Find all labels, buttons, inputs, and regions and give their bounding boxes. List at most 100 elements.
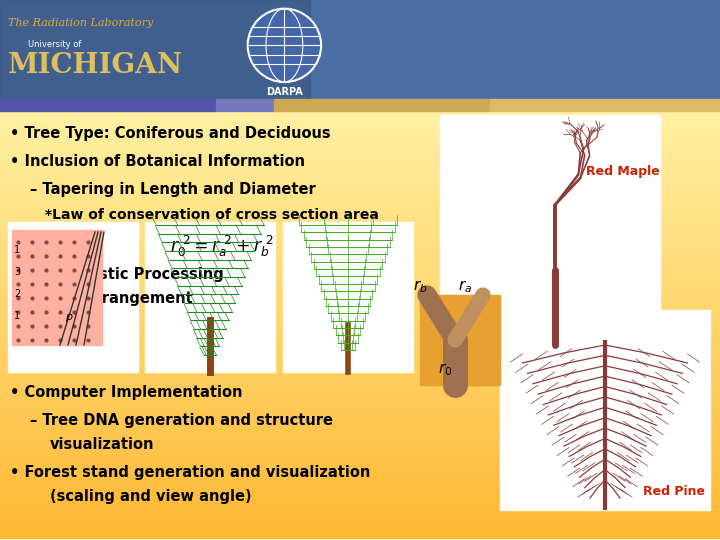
Bar [0,193,720,194]
Bar [0,103,720,104]
Bar [0,194,720,196]
Text: – Tapering in Length and Diameter: – Tapering in Length and Diameter [30,182,316,197]
Bar [0,86,720,88]
Bar [0,293,720,295]
Bar [0,112,720,113]
Bar [0,225,720,227]
Bar [0,349,720,351]
Bar [0,295,720,297]
Bar [0,85,720,86]
Bar [0,421,720,423]
Bar [0,258,720,259]
Bar [0,182,720,184]
Bar [0,474,720,475]
Bar [0,96,720,97]
Bar [0,270,720,272]
Bar [0,248,720,250]
Bar [0,491,720,493]
Text: Red Maple: Red Maple [586,165,660,178]
Bar [0,196,720,198]
Bar [0,214,720,216]
Bar [0,315,720,317]
Bar [0,34,720,36]
Bar [0,515,720,517]
Bar [0,56,720,58]
Bar [0,15,720,16]
Bar [0,45,720,47]
Bar [0,66,720,69]
Bar [0,133,720,135]
Bar [0,146,720,147]
Bar [0,387,720,389]
Bar [0,142,720,144]
Bar [0,398,720,400]
Bar [0,448,720,450]
Bar [0,275,720,277]
Text: p: p [65,312,72,322]
Bar [0,471,720,474]
Bar [0,76,720,77]
Bar [0,328,720,329]
Bar [0,493,720,495]
Bar [0,22,720,23]
Circle shape [248,9,321,82]
Bar [0,336,720,339]
Bar [440,115,660,345]
Bar [0,355,720,356]
Bar [0,439,720,441]
Bar [0,0,720,2]
Bar [0,409,720,410]
Bar [0,423,720,425]
Bar [0,333,720,335]
Bar [0,252,720,254]
Bar [0,498,720,501]
Bar [274,99,490,111]
Bar [0,259,720,261]
Bar [0,346,720,347]
Bar [216,99,274,111]
Bar [0,254,720,255]
Bar [0,382,720,383]
Bar [0,212,720,214]
Bar [0,513,720,515]
Bar [0,432,720,434]
Bar [0,385,720,387]
Bar [0,7,720,9]
Bar [0,306,720,308]
Bar [0,533,720,535]
Bar [0,151,720,153]
Bar [0,227,720,228]
Bar [0,508,720,509]
Bar [0,407,720,409]
Bar [0,461,720,463]
Bar [0,220,720,221]
Bar [0,329,720,331]
Bar [0,12,720,15]
Bar [0,124,720,126]
Bar [0,164,720,166]
Bar [145,222,275,372]
Bar [0,358,720,360]
Bar [0,93,720,96]
Bar [0,437,720,439]
Bar [0,436,720,437]
Text: $r_b$: $r_b$ [413,278,427,295]
Bar [0,119,720,120]
Bar [0,245,720,247]
Bar [0,32,720,34]
Bar [0,389,720,390]
Bar [0,200,720,201]
Bar [0,401,720,403]
Bar [0,313,720,315]
Bar [0,58,720,59]
Bar [0,488,720,490]
Bar [0,420,720,421]
Bar [0,528,720,529]
Bar [0,104,720,106]
Bar [0,36,720,38]
Bar [0,11,720,12]
Bar [0,363,720,366]
Bar [0,342,720,344]
Text: MICHIGAN: MICHIGAN [8,52,184,79]
Bar [0,378,720,380]
